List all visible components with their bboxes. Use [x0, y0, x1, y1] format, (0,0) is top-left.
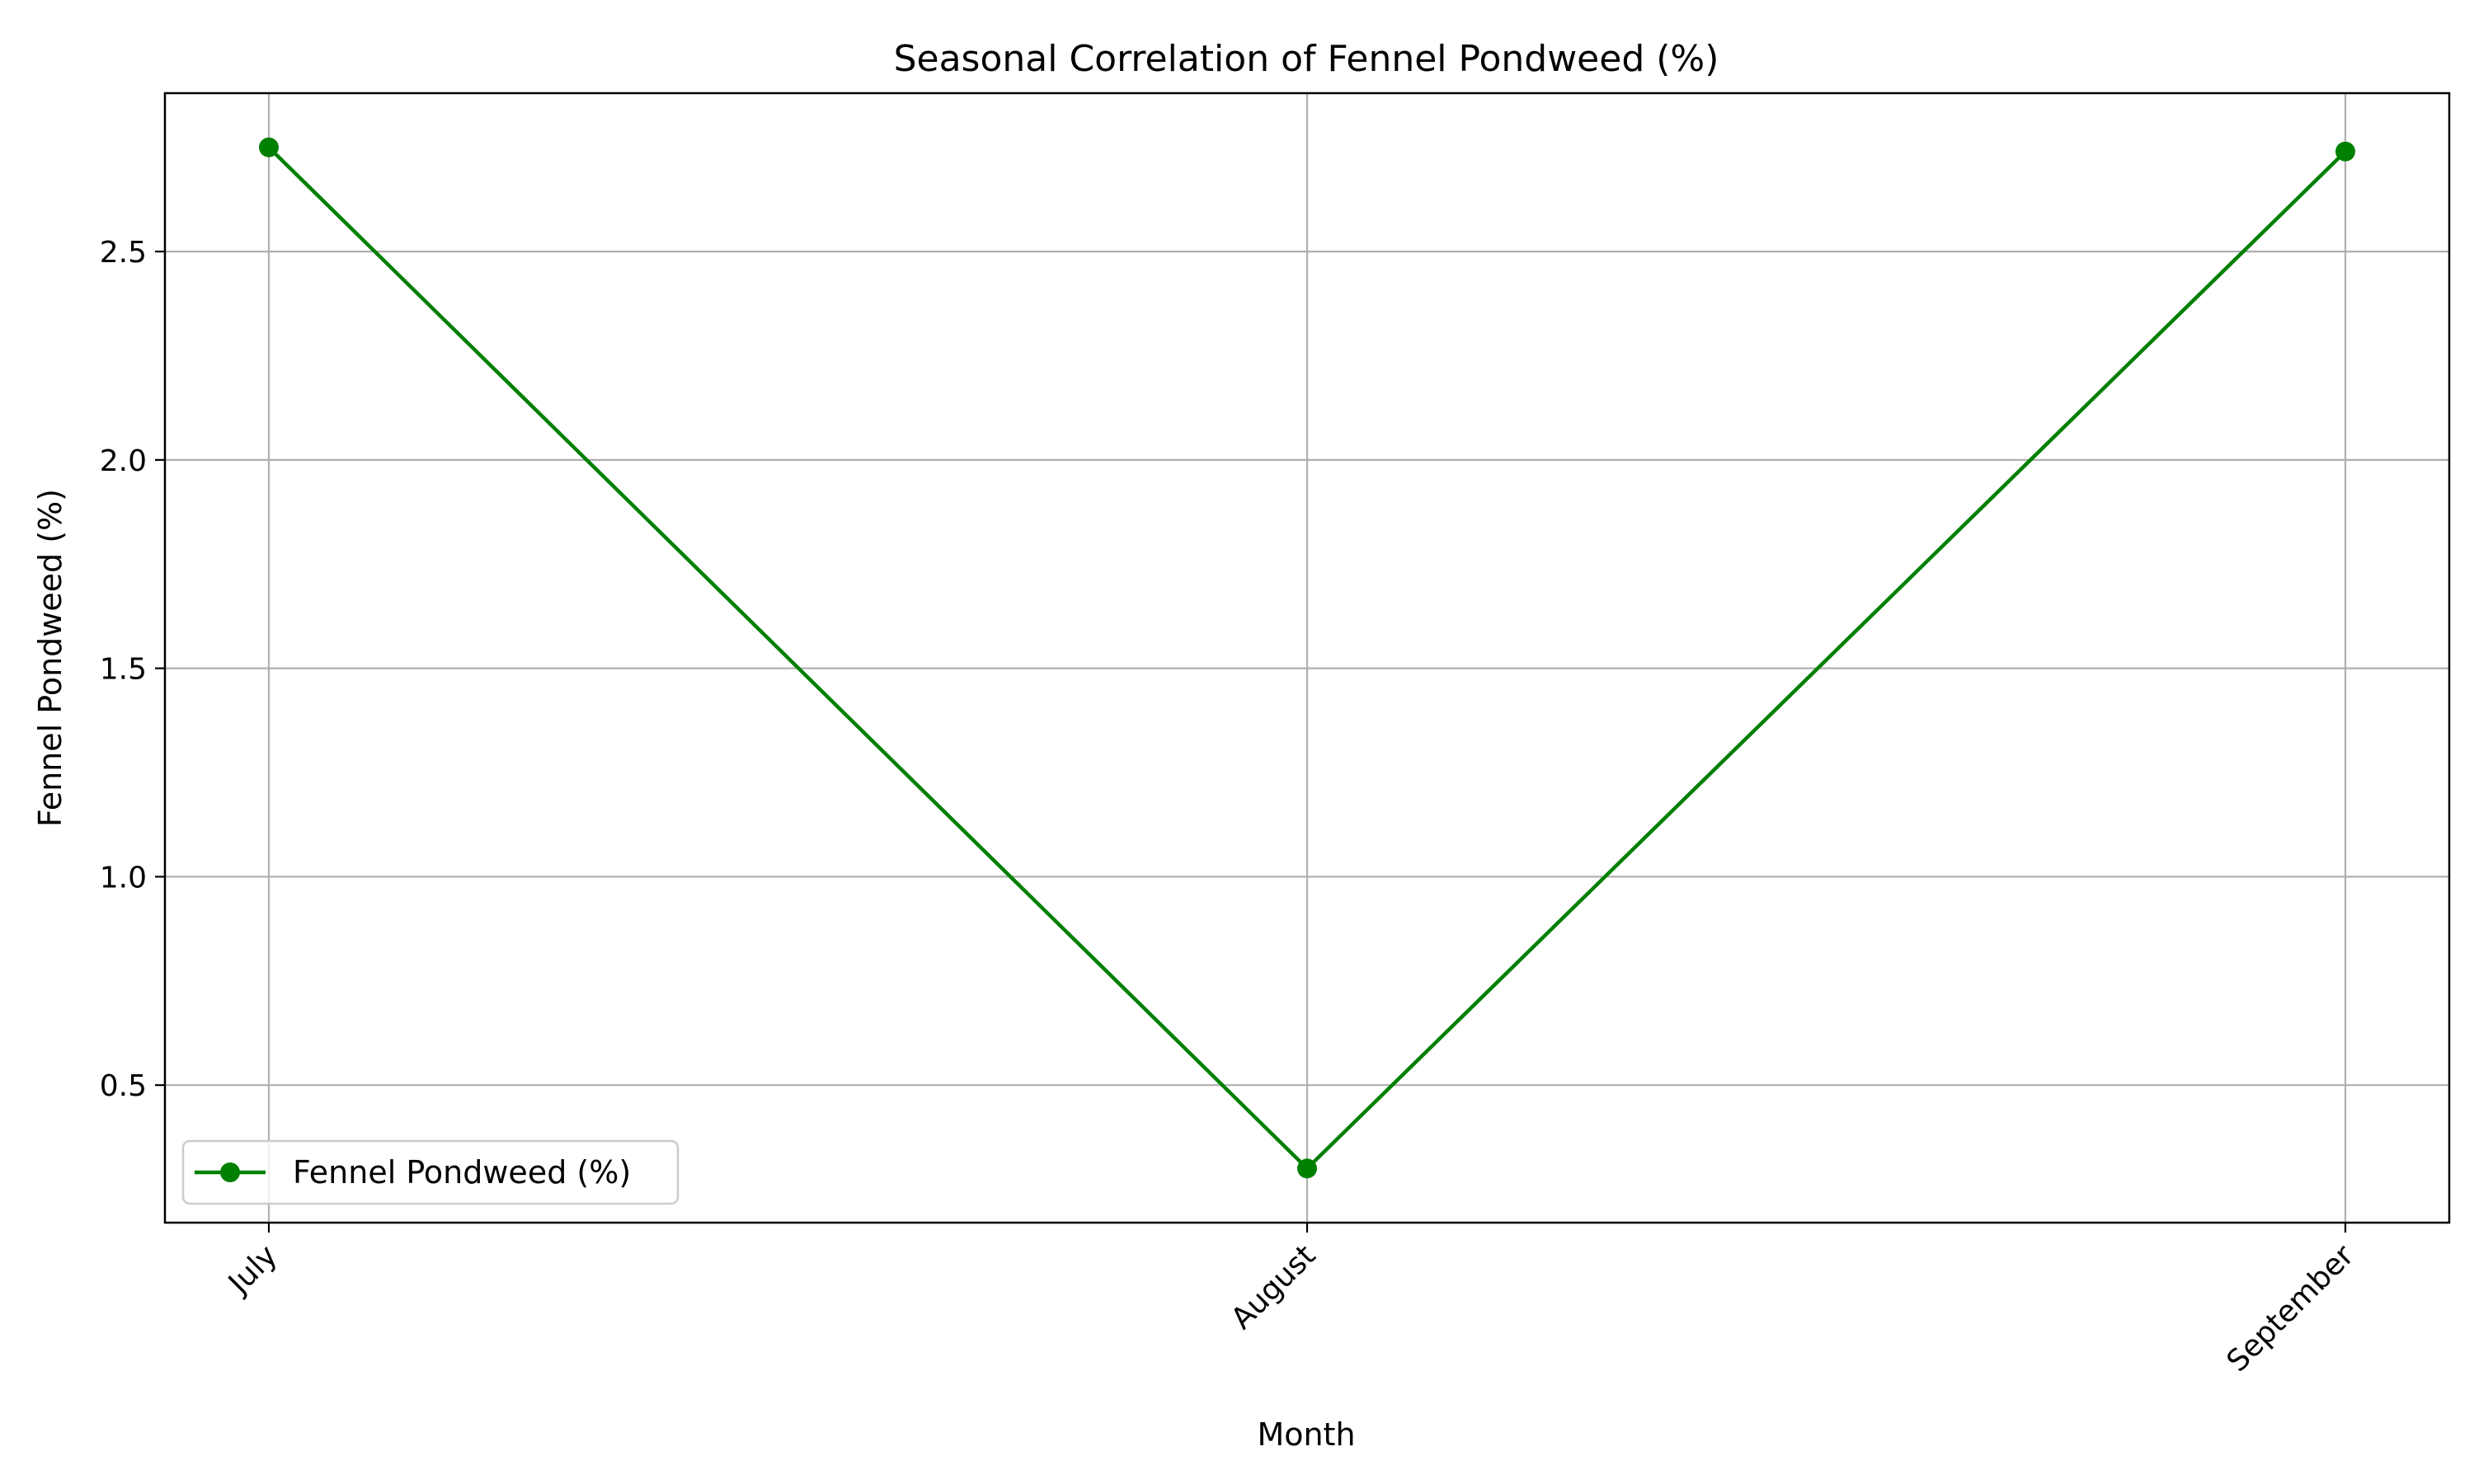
y-axis-label: Fennel Pondweed (%): [32, 489, 68, 827]
legend-marker-sample: [220, 1162, 240, 1182]
grid-lines: [165, 93, 2449, 1223]
y-tick-label: 1.0: [100, 861, 147, 895]
legend-box: [181, 1139, 680, 1205]
y-tick-label: 2.0: [100, 444, 147, 478]
legend-label: Fennel Pondweed (%): [293, 1154, 631, 1190]
series-markers: [259, 137, 2355, 1179]
x-axis-label: Month: [1257, 1416, 1355, 1453]
plot-area: [259, 137, 2355, 1179]
data-point-august: [1297, 1158, 1317, 1179]
data-point-september: [2335, 141, 2355, 162]
data-point-july: [259, 137, 279, 157]
y-tick-label: 0.5: [100, 1069, 147, 1103]
chart-title: Seasonal Correlation of Fennel Pondweed …: [894, 38, 1719, 80]
y-tick-label: 1.5: [100, 653, 147, 687]
y-axis-ticks: 0.5 1.0 1.5 2.0 2.5: [100, 236, 165, 1103]
y-tick-label: 2.5: [100, 236, 147, 270]
legend: Fennel Pondweed (%): [181, 1139, 680, 1205]
